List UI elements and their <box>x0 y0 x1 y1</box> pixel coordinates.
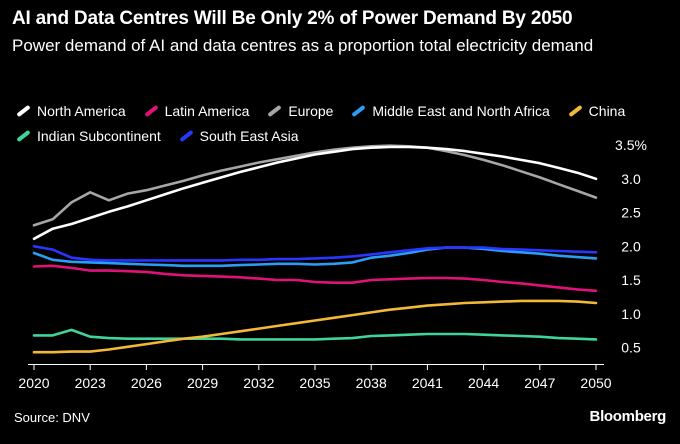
x-tick-label: 2035 <box>299 375 330 391</box>
y-tick-label: 3.5% <box>615 137 647 153</box>
chart-title: AI and Data Centres Will Be Only 2% of P… <box>12 8 573 29</box>
legend-item-latin-america: Latin America <box>143 100 250 122</box>
series-line-middle-east-and-north-africa <box>32 246 598 268</box>
x-tick-label: 2050 <box>580 375 611 391</box>
series-line-china <box>32 299 598 354</box>
legend-item-north-america: North America <box>16 100 126 122</box>
x-tick-label: 2026 <box>131 375 162 391</box>
y-axis-ticks: 0.5 1.0 1.5 2.0 2.5 3.0 3.5% <box>615 137 647 356</box>
legend-label: China <box>588 103 626 119</box>
x-tick-label: 2041 <box>412 375 443 391</box>
series-line-south-east-asia <box>32 245 598 262</box>
legend-label: South East Asia <box>199 128 299 144</box>
chart-subtitle: Power demand of AI and data centres as a… <box>12 36 594 55</box>
x-tick-label: 2023 <box>75 375 106 391</box>
legend-label: North America <box>37 103 126 119</box>
series-line-indian-subcontinent <box>32 328 598 341</box>
series-line-latin-america <box>32 264 598 293</box>
legend-label: Middle East and North Africa <box>372 103 550 119</box>
y-tick-label: 1.0 <box>621 306 641 322</box>
y-tick-label: 2.0 <box>621 238 641 254</box>
x-tick-label: 2044 <box>468 375 499 391</box>
series-line-north-america <box>32 145 598 241</box>
legend-item-mena: Middle East and North Africa <box>351 100 550 122</box>
legend-item-europe: Europe <box>267 100 333 122</box>
x-axis-ticks: 2020 2023 2026 2029 2032 2035 2038 2041 2044 2047… <box>18 364 612 391</box>
bloomberg-logo: Bloomberg <box>589 408 667 425</box>
source-note: Source: DNV <box>14 410 90 425</box>
y-tick-label: 1.5 <box>621 272 641 288</box>
y-tick-label: 0.5 <box>621 340 641 356</box>
x-tick-label: 2032 <box>243 375 274 391</box>
y-tick-label: 2.5 <box>621 205 641 221</box>
legend-item-south-east-asia: South East Asia <box>179 125 299 147</box>
legend-label: Indian Subcontinent <box>37 128 161 144</box>
legend-label: Latin America <box>164 103 250 119</box>
x-tick-label: 2038 <box>356 375 387 391</box>
x-tick-label: 2047 <box>524 375 555 391</box>
legend-item-china: China <box>568 100 626 122</box>
legend: North America Latin America Europe Middl… <box>16 97 666 147</box>
legend-item-indian-subcontinent: Indian Subcontinent <box>16 125 161 147</box>
series-line-europe <box>32 144 598 227</box>
series-lines <box>32 144 598 354</box>
x-tick-label: 2020 <box>18 375 49 391</box>
y-tick-label: 3.0 <box>621 171 641 187</box>
legend-label: Europe <box>288 103 334 119</box>
x-tick-label: 2029 <box>187 375 218 391</box>
